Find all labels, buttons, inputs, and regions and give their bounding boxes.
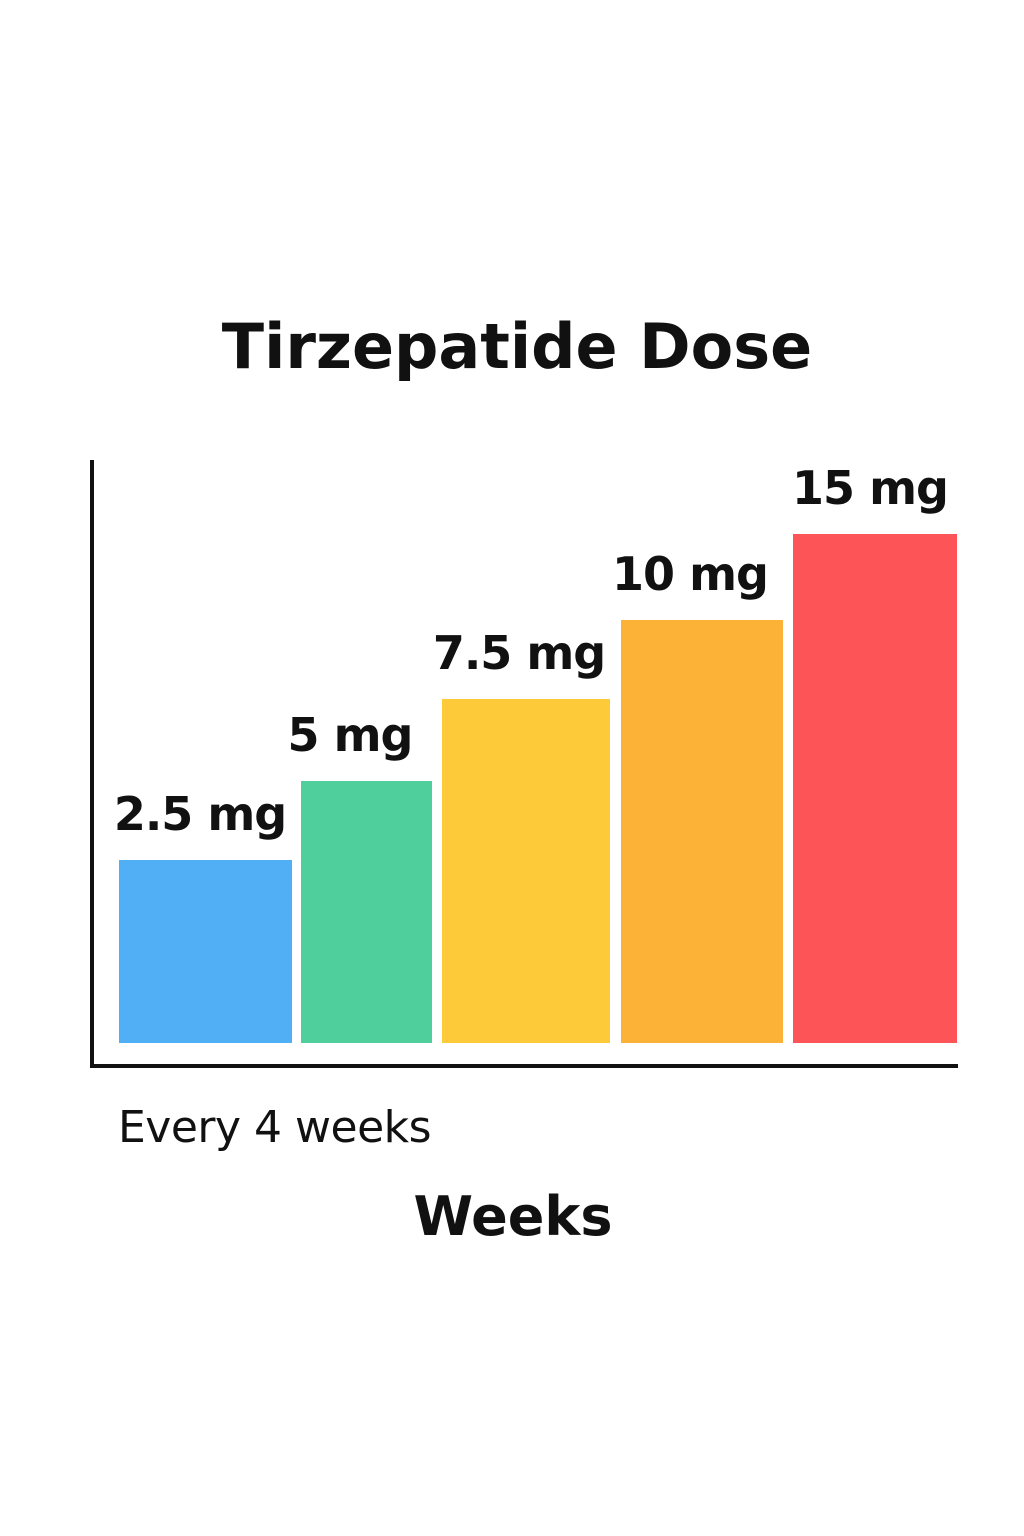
bar-value-label-4: 10 mg [612,547,768,601]
bar-value-label-2: 5 mg [288,708,413,762]
bar-value-label-1: 2.5 mg [114,787,286,841]
bar-value-label-3: 7.5 mg [433,626,605,680]
chart-title: Tirzepatide Dose [222,310,812,383]
interval-note: Every 4 weeks [118,1102,431,1153]
x-axis-label: Weeks [414,1185,613,1248]
bar-5 [793,534,957,1043]
bar-value-label-5: 15 mg [792,461,948,515]
bar-1 [119,860,292,1043]
bars-group [119,534,957,1043]
bar-2 [301,781,432,1043]
bar-4 [621,620,783,1043]
bar-3 [442,699,610,1043]
